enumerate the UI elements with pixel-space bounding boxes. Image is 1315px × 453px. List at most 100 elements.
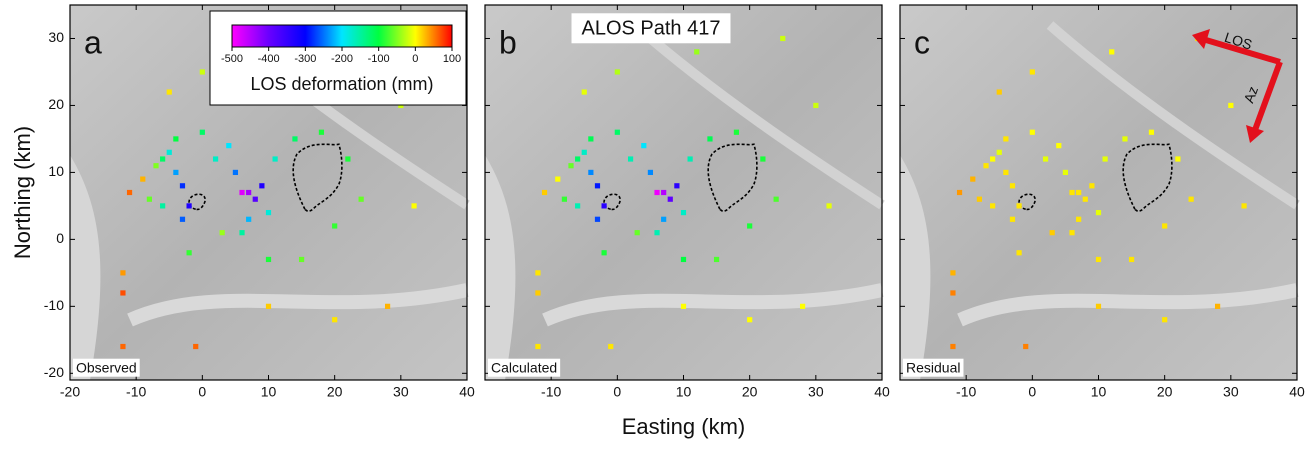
data-point (674, 183, 680, 189)
x-tick-label: 30 (1223, 384, 1239, 400)
data-point (661, 216, 667, 222)
az-arrowhead (1246, 125, 1264, 143)
annotation-box (903, 358, 964, 377)
data-point (996, 89, 1002, 95)
data-point (140, 176, 146, 182)
data-point (166, 89, 172, 95)
data-point (747, 317, 753, 323)
data-point (385, 303, 391, 309)
y-tick-label: 0 (56, 230, 64, 246)
caldera-outline (292, 143, 343, 212)
data-point (332, 223, 338, 229)
data-point (976, 196, 982, 202)
data-point (1016, 250, 1022, 256)
map-water (70, 155, 101, 380)
panel-annotation: Calculated (491, 360, 557, 376)
data-point (773, 196, 779, 202)
x-tick-label: 20 (1157, 384, 1173, 400)
data-point (1003, 169, 1009, 176)
colorbar-tick-label: 100 (443, 53, 461, 65)
data-point (594, 216, 601, 222)
data-point (232, 169, 239, 176)
x-axis-label: Easting (km) (622, 414, 745, 439)
data-point (1049, 230, 1055, 236)
data-point (634, 230, 640, 236)
x-tick-label: 10 (261, 384, 277, 400)
colorbar-tick-label: -500 (221, 53, 243, 65)
annotation-box (488, 358, 561, 377)
data-point (1056, 143, 1062, 149)
data-point (1076, 189, 1082, 196)
y-tick-label: 30 (48, 29, 64, 45)
data-point (747, 223, 753, 229)
data-point (1016, 203, 1022, 209)
data-point (120, 270, 126, 276)
data-point (983, 163, 989, 169)
data-point (1175, 156, 1181, 162)
data-point (1188, 196, 1194, 202)
data-point (990, 156, 996, 162)
data-point (555, 176, 561, 182)
data-point (760, 156, 766, 162)
data-point (1042, 156, 1049, 162)
data-point (826, 203, 832, 209)
data-point (588, 169, 594, 176)
data-point (1109, 49, 1115, 55)
data-point (179, 183, 186, 189)
x-tick-label: 30 (808, 384, 824, 400)
x-tick-label: 30 (393, 384, 409, 400)
data-point (239, 189, 245, 196)
data-point (568, 163, 574, 169)
data-point (535, 290, 541, 296)
data-point (1069, 189, 1075, 196)
x-tick-label: 0 (1028, 384, 1036, 400)
panel-letter: a (84, 24, 102, 60)
data-point (687, 156, 693, 162)
data-point (179, 216, 186, 222)
data-point (318, 129, 325, 135)
data-point (956, 189, 963, 196)
data-point (575, 203, 581, 209)
los-arrowhead (1192, 29, 1210, 49)
data-point (1215, 303, 1221, 309)
data-point (1082, 196, 1088, 202)
data-point (581, 149, 587, 155)
colorbar-tick-label: -400 (258, 53, 280, 65)
data-point (1029, 129, 1035, 135)
x-tick-label: -10 (956, 384, 976, 400)
data-point (614, 129, 620, 135)
data-point (996, 149, 1002, 155)
data-point (608, 343, 614, 350)
x-tick-label: 10 (676, 384, 692, 400)
data-point (813, 102, 819, 109)
data-point (1003, 136, 1009, 142)
data-point (680, 209, 687, 216)
data-point (265, 209, 272, 216)
data-point (265, 303, 272, 309)
data-point (332, 317, 338, 323)
data-point (1023, 343, 1029, 350)
panel-letter: b (499, 24, 517, 60)
data-point (535, 343, 541, 350)
colorbar-tick-label: -200 (331, 53, 353, 65)
los-arrow (1205, 37, 1281, 65)
data-point (166, 149, 172, 155)
data-point (411, 203, 417, 209)
data-point (120, 290, 126, 296)
data-point (1102, 156, 1108, 162)
data-point (212, 156, 219, 162)
y-tick-label: -10 (44, 297, 64, 313)
data-point (1076, 216, 1082, 222)
data-point (575, 156, 581, 162)
data-point (667, 196, 673, 202)
data-point (654, 230, 660, 236)
x-tick-label: 40 (459, 384, 475, 400)
data-point (601, 203, 607, 209)
map-valley (957, 283, 1299, 327)
data-point (1162, 223, 1168, 229)
map-water (900, 155, 931, 380)
map-water (485, 155, 516, 380)
x-tick-label: 0 (198, 384, 206, 400)
data-point (680, 303, 687, 309)
